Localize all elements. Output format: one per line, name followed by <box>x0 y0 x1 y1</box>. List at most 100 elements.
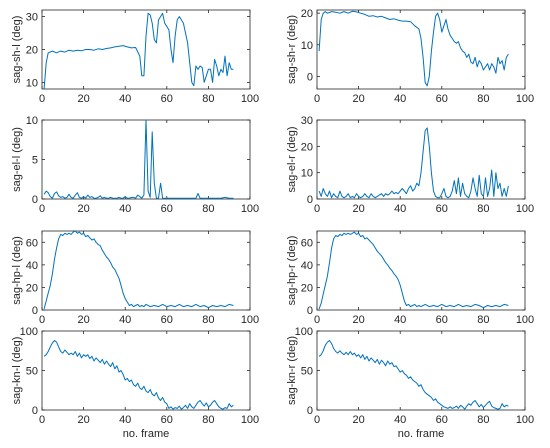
x-tick-label: 0 <box>314 314 320 326</box>
x-tick-label: 80 <box>202 414 214 426</box>
y-tick-label: 50 <box>26 366 38 378</box>
y-tick-label: 0 <box>32 305 38 317</box>
y-tick-label: 10 <box>26 77 38 89</box>
x-tick-label: 40 <box>119 93 131 105</box>
x-axis-label: no. frame <box>398 428 444 440</box>
x-tick-label: 20 <box>77 314 89 326</box>
y-tick-label: 60 <box>26 237 38 249</box>
series-line <box>43 12 234 89</box>
x-tick-label: 0 <box>39 93 45 105</box>
y-tick-label: 100 <box>20 326 38 338</box>
y-tick-label: 30 <box>26 12 38 24</box>
x-tick-label: 80 <box>202 93 214 105</box>
axes-frame <box>41 9 251 90</box>
x-tick-label: 40 <box>119 414 131 426</box>
y-tick-label: 50 <box>301 366 313 378</box>
x-tick-label: 0 <box>39 203 45 215</box>
y-tick-label: 20 <box>26 282 38 294</box>
y-tick-label: 0 <box>307 71 313 83</box>
x-tick-label: 80 <box>202 203 214 215</box>
x-tick-label: 0 <box>39 414 45 426</box>
x-tick-label: 60 <box>161 203 173 215</box>
x-tick-label: 100 <box>516 414 534 426</box>
x-tick-label: 80 <box>477 93 489 105</box>
y-tick-label: 20 <box>26 45 38 57</box>
y-tick-label: 0 <box>32 194 38 206</box>
y-tick-label: 20 <box>301 8 313 20</box>
x-tick-label: 40 <box>119 314 131 326</box>
x-tick-label: 20 <box>352 203 364 215</box>
x-tick-label: 0 <box>39 314 45 326</box>
series-line <box>318 127 509 199</box>
x-tick-label: 40 <box>394 203 406 215</box>
x-tick-label: 80 <box>477 414 489 426</box>
y-axis-label: sag-kn-r (deg) <box>286 336 298 405</box>
axes-frame <box>316 230 526 311</box>
y-tick-label: 40 <box>26 260 38 272</box>
x-tick-label: 20 <box>352 414 364 426</box>
x-tick-label: 80 <box>477 314 489 326</box>
axes-frame <box>316 119 526 200</box>
y-axis-label: sag-sh-r (deg) <box>286 15 298 84</box>
x-tick-label: 20 <box>352 93 364 105</box>
x-tick-label: 100 <box>241 414 259 426</box>
x-tick-label: 60 <box>161 93 173 105</box>
y-axis-label: sag-sh-l (deg) <box>11 16 23 84</box>
x-axis-label: no. frame <box>123 428 169 440</box>
y-tick-label: 0 <box>32 405 38 417</box>
x-tick-label: 20 <box>77 203 89 215</box>
y-tick-label: 20 <box>301 282 313 294</box>
x-tick-label: 60 <box>436 314 448 326</box>
x-tick-label: 40 <box>394 93 406 105</box>
x-tick-label: 100 <box>241 93 259 105</box>
series-line <box>318 231 509 310</box>
x-tick-label: 60 <box>436 414 448 426</box>
x-tick-label: 60 <box>436 203 448 215</box>
y-axis-label: sag-el-l (deg) <box>11 127 23 192</box>
x-tick-label: 100 <box>241 314 259 326</box>
y-tick-label: 20 <box>301 141 313 153</box>
x-tick-label: 20 <box>77 93 89 105</box>
axes-frame <box>316 330 526 411</box>
x-tick-label: 40 <box>394 314 406 326</box>
y-axis-label: sag-hp-l (deg) <box>11 236 23 304</box>
x-tick-label: 100 <box>241 203 259 215</box>
y-tick-label: 30 <box>301 115 313 127</box>
y-axis-label: sag-kn-l (deg) <box>11 337 23 405</box>
x-tick-label: 60 <box>436 93 448 105</box>
x-tick-label: 0 <box>314 93 320 105</box>
x-tick-label: 40 <box>119 203 131 215</box>
x-tick-label: 80 <box>477 203 489 215</box>
x-tick-label: 100 <box>516 203 534 215</box>
x-tick-label: 20 <box>77 414 89 426</box>
x-tick-label: 40 <box>394 414 406 426</box>
x-tick-label: 80 <box>202 314 214 326</box>
series-line <box>43 120 234 199</box>
y-tick-label: 10 <box>301 40 313 52</box>
series-line <box>43 340 234 410</box>
y-tick-label: 0 <box>307 194 313 206</box>
y-tick-label: 0 <box>307 405 313 417</box>
x-tick-label: 0 <box>314 203 320 215</box>
y-axis-label: sag-el-r (deg) <box>286 126 298 192</box>
y-axis-label: sag-hp-r (deg) <box>286 236 298 306</box>
x-tick-label: 100 <box>516 314 534 326</box>
y-tick-label: 40 <box>301 260 313 272</box>
y-tick-label: 60 <box>301 237 313 249</box>
x-tick-label: 60 <box>161 414 173 426</box>
y-tick-label: 5 <box>32 155 38 167</box>
x-tick-label: 20 <box>352 314 364 326</box>
axes-frame <box>41 230 251 311</box>
series-line <box>43 231 234 310</box>
x-tick-label: 60 <box>161 314 173 326</box>
x-tick-label: 100 <box>516 93 534 105</box>
